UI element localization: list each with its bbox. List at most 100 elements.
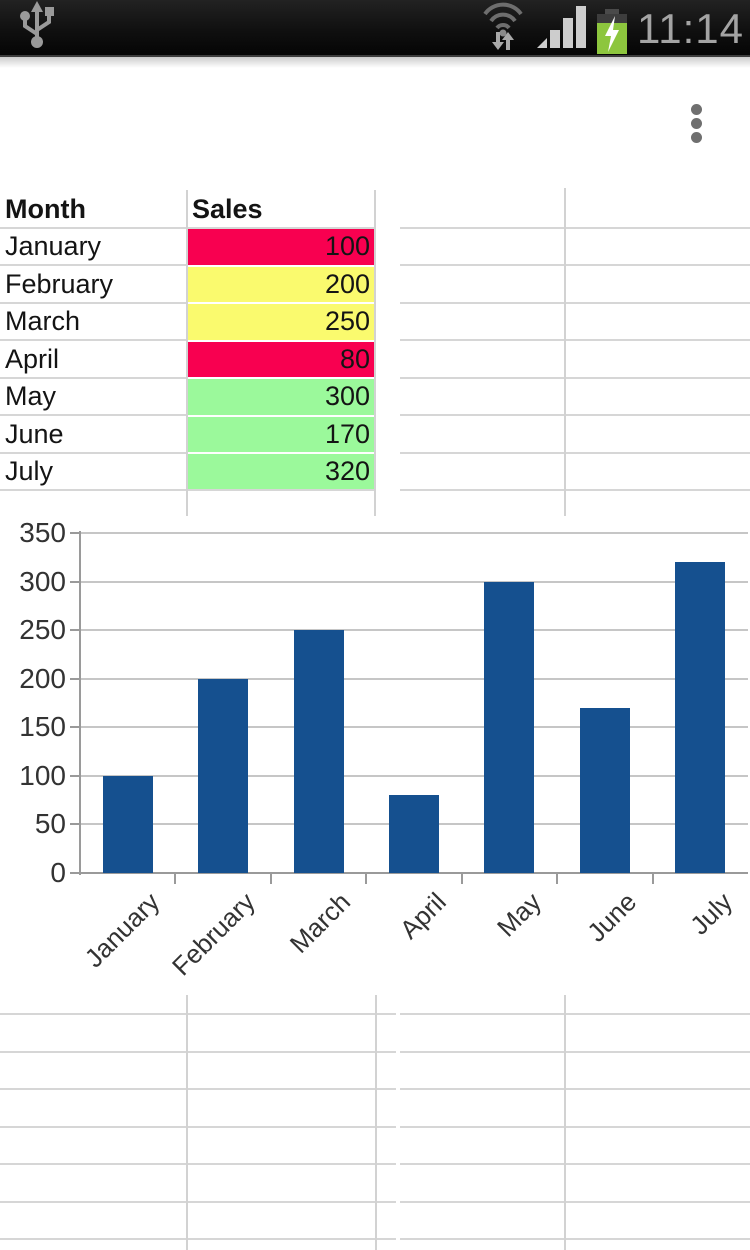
y-tick-250	[70, 629, 80, 632]
chart-gridline-200	[80, 677, 748, 680]
grid-hline	[0, 226, 187, 229]
grid-hline	[400, 1163, 750, 1165]
cell-sales-value: 100	[324, 231, 370, 261]
y-tick-50	[70, 823, 80, 826]
grid-hline	[0, 1088, 396, 1090]
column-header-month[interactable]: Month	[5, 194, 86, 224]
grid-vline	[375, 995, 377, 1250]
bar-July[interactable]	[675, 562, 726, 873]
y-axis-label-200: 200	[19, 662, 66, 694]
cell-sales-July[interactable]: 320	[187, 453, 375, 491]
menu-dot-icon	[691, 132, 702, 143]
cell-sales-April[interactable]: 80	[187, 340, 375, 378]
x-tick	[556, 873, 559, 884]
x-axis-label-March: March	[284, 886, 357, 959]
y-axis-label-350: 350	[19, 517, 66, 548]
grid-hline	[400, 376, 750, 379]
grid-hline	[0, 1125, 396, 1128]
statusbar-shadow	[0, 57, 750, 68]
bar-March[interactable]	[293, 630, 344, 873]
grid-hline	[187, 489, 375, 491]
grid-hline	[0, 1238, 396, 1240]
cell-sales-value: 170	[324, 418, 370, 449]
column-header-sales[interactable]: Sales	[192, 194, 263, 224]
grid-vline	[564, 188, 566, 518]
y-axis-label-250: 250	[19, 614, 66, 646]
y-axis-line	[79, 531, 81, 875]
grid-vline	[186, 995, 188, 1250]
chart-gridline-150	[80, 726, 748, 729]
cell-month-July[interactable]: July	[5, 456, 54, 486]
y-axis-label-100: 100	[19, 759, 66, 791]
grid-hline	[400, 1200, 750, 1203]
grid-hline	[400, 1050, 750, 1053]
chart-gridline-300	[80, 580, 748, 583]
cell-month-June[interactable]: June	[5, 418, 64, 449]
x-tick	[174, 873, 177, 884]
grid-hline	[400, 301, 750, 304]
grid-hline	[400, 264, 750, 266]
cell-sales-value: 200	[324, 268, 370, 299]
grid-hline	[400, 226, 750, 229]
cell-sales-value: 300	[324, 381, 370, 411]
status-bar: 11:14	[0, 0, 750, 57]
cell-sales-March[interactable]: 250	[187, 303, 375, 341]
cell-month-March[interactable]: March	[5, 306, 81, 336]
cell-sales-May[interactable]: 300	[187, 378, 375, 416]
grid-hline	[400, 451, 750, 454]
y-tick-150	[70, 726, 80, 729]
grid-hline	[0, 489, 187, 491]
cell-month-April[interactable]: April	[5, 343, 60, 374]
grid-vline	[186, 190, 188, 516]
embedded-bar-chart[interactable]: 0 50 100 150 200 250 300 350 January February Marc…	[0, 516, 750, 995]
grid-hline	[400, 489, 750, 491]
grid-hline	[400, 1125, 750, 1128]
wifi-transfer-icon	[479, 0, 527, 55]
usb-icon	[16, 0, 58, 55]
y-tick-0	[70, 872, 80, 874]
grid-vline	[374, 190, 376, 516]
cell-sales-January[interactable]: 100	[187, 228, 375, 266]
y-axis-label-50: 50	[34, 808, 66, 840]
grid-hline	[0, 451, 187, 454]
y-axis-label-0: 0	[50, 857, 66, 888]
y-tick-300	[70, 580, 80, 583]
chart-gridline-250	[80, 629, 748, 632]
cell-separator	[188, 339, 374, 342]
x-tick	[651, 873, 654, 884]
cell-separator	[188, 452, 374, 454]
cell-sales-February[interactable]: 200	[187, 265, 375, 303]
cell-separator	[188, 414, 374, 417]
battery-charging-icon	[597, 9, 627, 55]
cell-separator	[188, 264, 374, 267]
menu-dot-icon	[691, 118, 702, 129]
grid-hline	[0, 1163, 396, 1165]
bar-April[interactable]	[389, 795, 439, 873]
bar-February[interactable]	[198, 678, 249, 873]
cell-separator	[188, 377, 374, 379]
grid-vline	[564, 995, 566, 1250]
bar-May[interactable]	[484, 581, 535, 873]
grid-hline	[187, 226, 375, 229]
cell-sales-June[interactable]: 170	[187, 415, 375, 453]
x-axis-label-June: June	[581, 886, 643, 948]
cell-sales-value: 80	[339, 343, 370, 374]
bar-June[interactable]	[579, 707, 630, 873]
grid-hline	[0, 414, 187, 416]
grid-hline	[0, 301, 187, 304]
cell-month-February[interactable]: February	[5, 268, 114, 299]
bar-January[interactable]	[102, 775, 153, 873]
grid-hline	[400, 1013, 750, 1015]
cell-month-January[interactable]: January	[5, 231, 102, 261]
grid-hline	[0, 264, 187, 266]
x-axis-line	[79, 872, 748, 874]
chart-gridline-100	[80, 774, 748, 777]
grid-hline	[0, 1013, 396, 1015]
y-tick-100	[70, 774, 80, 777]
overflow-menu-button[interactable]	[685, 98, 709, 148]
cell-month-May[interactable]: May	[5, 381, 57, 411]
y-axis-label-300: 300	[19, 565, 66, 597]
grid-hline	[400, 339, 750, 341]
cell-separator	[188, 302, 374, 304]
